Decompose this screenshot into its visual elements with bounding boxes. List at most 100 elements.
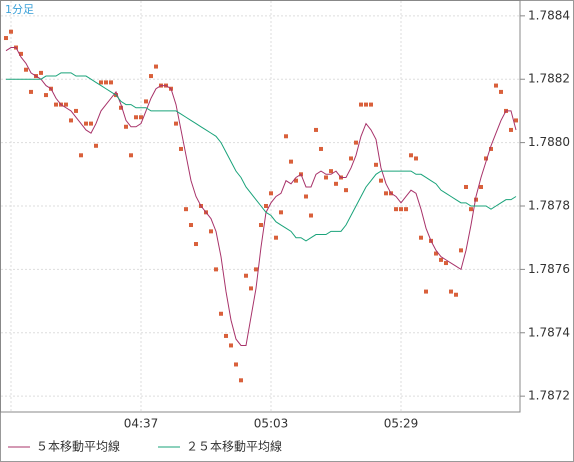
y-tick-label: 1.7880 <box>528 135 570 149</box>
price-dot <box>399 207 403 212</box>
price-dot <box>409 153 413 158</box>
price-dot <box>129 153 133 158</box>
price-dot <box>69 118 73 123</box>
price-dot <box>459 248 463 253</box>
price-dot <box>239 378 243 383</box>
price-dot <box>174 121 178 126</box>
price-dot <box>104 80 108 85</box>
x-tick-label: 05:29 <box>384 417 419 431</box>
price-dot <box>29 89 33 94</box>
price-dot <box>364 102 368 107</box>
y-tick-label: 1.7882 <box>528 72 570 86</box>
price-dot <box>419 235 423 240</box>
price-dot <box>304 194 308 199</box>
price-dot <box>479 184 483 189</box>
price-dot <box>229 343 233 348</box>
price-dot <box>414 156 418 161</box>
price-dot <box>189 223 193 228</box>
price-dot <box>509 127 513 132</box>
price-dot <box>354 140 358 145</box>
price-dot <box>99 80 103 85</box>
legend-label: ２５本移動平均線 <box>186 439 282 454</box>
price-dot <box>444 261 448 266</box>
price-dot <box>244 273 248 278</box>
price-dot <box>44 93 48 98</box>
price-dot <box>79 153 83 158</box>
price-dot <box>469 207 473 212</box>
price-dot <box>369 102 373 107</box>
price-dot <box>294 178 298 183</box>
price-dot <box>314 127 318 132</box>
price-dot <box>484 156 488 161</box>
price-dot <box>109 80 113 85</box>
price-dot <box>64 102 68 107</box>
price-dot <box>144 99 148 104</box>
price-dot <box>139 115 143 120</box>
price-dot <box>119 105 123 110</box>
price-dot <box>374 162 378 167</box>
price-dot <box>454 292 458 297</box>
price-dot <box>279 210 283 215</box>
price-dot <box>214 267 218 272</box>
price-dot <box>259 223 263 228</box>
price-dot <box>434 251 438 256</box>
price-dot <box>4 36 8 41</box>
price-dot <box>319 146 323 151</box>
price-dot <box>394 207 398 212</box>
price-dot <box>74 108 78 113</box>
price-dot <box>234 362 238 367</box>
ma-line <box>6 72 517 242</box>
price-dot <box>39 70 43 75</box>
price-dot <box>464 184 468 189</box>
price-dot <box>149 74 153 79</box>
price-dot <box>179 146 183 151</box>
price-dot <box>379 178 383 183</box>
price-dot <box>94 143 98 148</box>
price-dot <box>269 191 273 196</box>
price-dot <box>9 29 13 34</box>
price-dot <box>209 229 213 234</box>
price-dot <box>289 159 293 164</box>
price-dot <box>329 169 333 174</box>
price-dot <box>334 181 338 186</box>
price-dot <box>154 64 158 69</box>
price-dot <box>19 51 23 56</box>
price-dot <box>249 286 253 291</box>
price-dot <box>274 235 278 240</box>
price-dot <box>254 267 258 272</box>
price-dot <box>84 121 88 126</box>
y-tick-label: 1.7884 <box>528 8 570 22</box>
price-dot <box>324 175 328 180</box>
price-dot <box>219 311 223 316</box>
x-tick-label: 04:37 <box>124 417 159 431</box>
y-tick-label: 1.7876 <box>528 262 570 276</box>
price-dot <box>424 289 428 294</box>
price-dot <box>494 83 498 88</box>
y-tick-label: 1.7878 <box>528 199 570 213</box>
price-dot <box>359 102 363 107</box>
price-dot <box>89 121 93 126</box>
price-dot <box>309 213 313 218</box>
price-dot <box>24 67 28 72</box>
price-dot <box>134 115 138 120</box>
price-dot <box>449 289 453 294</box>
price-dot <box>514 118 518 123</box>
price-dot <box>344 188 348 193</box>
legend-label: ５本移動平均線 <box>36 439 120 454</box>
y-tick-label: 1.7874 <box>528 325 570 339</box>
price-dot <box>474 197 478 202</box>
price-dot <box>439 257 443 262</box>
x-tick-label: 05:03 <box>254 417 289 431</box>
price-dot <box>404 207 408 212</box>
y-tick-label: 1.7872 <box>528 389 570 403</box>
ma-line <box>5 47 517 346</box>
price-dot <box>499 89 503 94</box>
price-dot <box>284 134 288 139</box>
price-dot <box>194 242 198 247</box>
price-dot <box>184 207 188 212</box>
price-dot <box>349 156 353 161</box>
price-dot <box>264 204 268 208</box>
price-dot <box>124 124 128 129</box>
